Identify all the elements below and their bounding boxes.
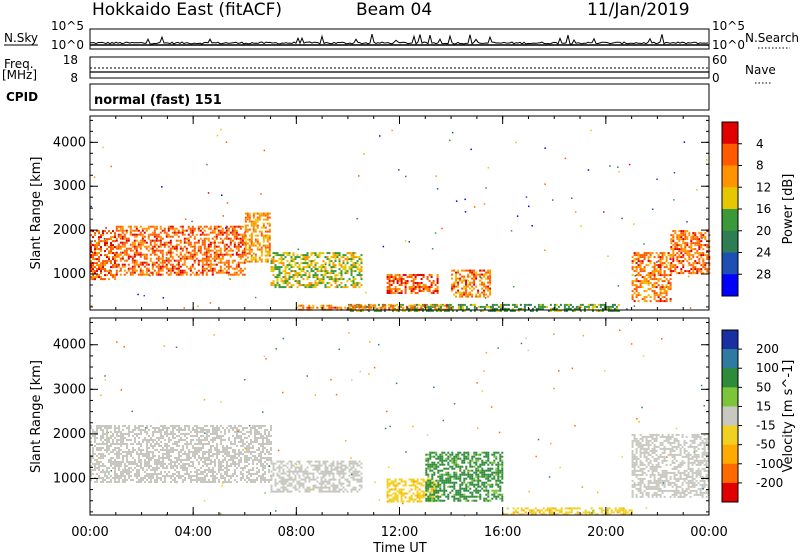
velocity-scatter-region-1 <box>270 460 363 493</box>
beam-label: Beam 04 <box>356 0 433 20</box>
power-colorbar-swatch <box>722 274 738 297</box>
velocity-colorbar-label: -50 <box>756 438 776 452</box>
power-scatter-region-0 <box>90 230 116 281</box>
velocity-colorbar-label: -100 <box>756 457 783 471</box>
freq-unit: [MHz] <box>2 68 37 82</box>
power-ytick-label: 4000 <box>53 135 86 150</box>
freq-tick-low: 8 <box>70 71 78 85</box>
nave-tick-high: 60 <box>712 53 727 67</box>
velocity-colorbar-swatch <box>722 406 738 426</box>
xtick-label: 00:00 <box>690 525 727 540</box>
xtick-label: 04:00 <box>174 525 211 540</box>
velocity-noise-points <box>95 329 705 517</box>
cpid-panel-frame <box>89 83 710 111</box>
xtick-label: 16:00 <box>484 525 521 540</box>
power-colorbar-label: 4 <box>756 137 764 151</box>
nsky-trace <box>89 33 709 45</box>
power-colorbar-swatch <box>722 252 738 275</box>
nsky-tick-low: 10^0 <box>51 38 84 52</box>
cpid-label: CPID <box>6 90 38 104</box>
velocity-scatter-region-4 <box>502 507 633 516</box>
velocity-ytick-label: 4000 <box>53 338 86 353</box>
nsky-tick-high: 10^5 <box>51 19 84 33</box>
power-scatter-region-3 <box>270 252 363 289</box>
nsearch-tick-high: 10^5 <box>712 19 745 33</box>
velocity-colorbar-swatch <box>722 463 738 484</box>
nave-label: Nave <box>745 63 776 77</box>
radar-title: Hokkaido East (fitACF) <box>92 0 283 20</box>
velocity-colorbar-label: 100 <box>756 361 779 375</box>
date-label: 11/Jan/2019 <box>587 0 690 20</box>
power-colorbar-label: 20 <box>756 224 771 238</box>
power-scatter-region-4 <box>386 274 439 294</box>
power-colorbar-swatch <box>722 187 738 210</box>
velocity-colorbar-swatch <box>722 368 738 388</box>
velocity-colorbar-label: 200 <box>756 342 779 356</box>
velocity-ytick-label: 2000 <box>53 427 86 442</box>
power-colorbar-title: Power [dB] <box>781 174 796 245</box>
velocity-colorbar-title: Velocity [m s^-1] <box>781 360 796 473</box>
velocity-colorbar-label: 15 <box>756 399 771 413</box>
power-colorbar-swatch <box>722 143 738 166</box>
velocity-colorbar-frame <box>721 329 739 503</box>
power-colorbar-label: 24 <box>756 246 771 260</box>
power-colorbar-swatch <box>722 230 738 253</box>
velocity-colorbar-label: 50 <box>756 380 771 394</box>
velocity-frame <box>89 317 710 516</box>
velocity-scatter-region-0 <box>90 425 272 483</box>
xtick-label: 12:00 <box>381 525 418 540</box>
power-scatter-region-8 <box>631 252 672 303</box>
velocity-colorbar-label: -15 <box>756 419 776 433</box>
x-axis-title: Time UT <box>372 541 426 554</box>
velocity-colorbar-swatch <box>722 482 738 503</box>
power-colorbar-label: 8 <box>756 159 764 173</box>
velocity-ytick-label: 1000 <box>53 471 86 486</box>
velocity-ytick-label: 3000 <box>53 382 86 397</box>
power-scatter-region-1 <box>115 225 246 276</box>
velocity-colorbar-swatch <box>722 444 738 465</box>
power-colorbar-swatch <box>722 209 738 232</box>
power-ylabel: Slant Range [km] <box>29 157 44 270</box>
freq-tick-high: 18 <box>63 53 78 67</box>
velocity-colorbar-swatch <box>722 349 738 369</box>
power-noise-points <box>90 128 708 310</box>
nsearch-label: N.Search <box>745 31 799 45</box>
velocity-colorbar-label: -200 <box>756 476 783 490</box>
freq-label: Freq. <box>4 57 34 71</box>
xtick-label: 08:00 <box>278 525 315 540</box>
xtick-label: 00:00 <box>71 525 108 540</box>
velocity-ylabel: Slant Range [km] <box>29 360 44 473</box>
power-colorbar-swatch <box>722 165 738 188</box>
velocity-colorbar-swatch <box>722 330 738 350</box>
power-colorbar-label: 12 <box>756 180 771 194</box>
power-panel <box>90 128 711 312</box>
power-ytick-label: 1000 <box>53 267 86 282</box>
power-colorbar-label: 16 <box>756 202 771 216</box>
velocity-scatter-region-5 <box>631 433 710 498</box>
velocity-scatter-region-3 <box>425 451 504 502</box>
power-scatter-region-2 <box>244 212 271 263</box>
nsky-label: N.Sky <box>4 31 38 45</box>
nave-tick-low: 0 <box>712 71 720 85</box>
power-scatter-region-9 <box>670 230 711 275</box>
nsearch-tick-low: 10^0 <box>712 38 745 52</box>
power-ytick-label: 2000 <box>53 223 86 238</box>
velocity-colorbar-swatch <box>722 387 738 407</box>
velocity-panel <box>90 329 710 517</box>
power-ytick-label: 3000 <box>53 179 86 194</box>
cpid-value: normal (fast) 151 <box>94 93 222 108</box>
velocity-colorbar-swatch <box>722 425 738 445</box>
nsky-panel-frame <box>89 28 710 50</box>
power-colorbar-swatch <box>722 122 738 145</box>
power-colorbar-label: 28 <box>756 267 771 281</box>
power-scatter-region-5 <box>451 269 492 298</box>
xtick-label: 20:00 <box>587 525 624 540</box>
